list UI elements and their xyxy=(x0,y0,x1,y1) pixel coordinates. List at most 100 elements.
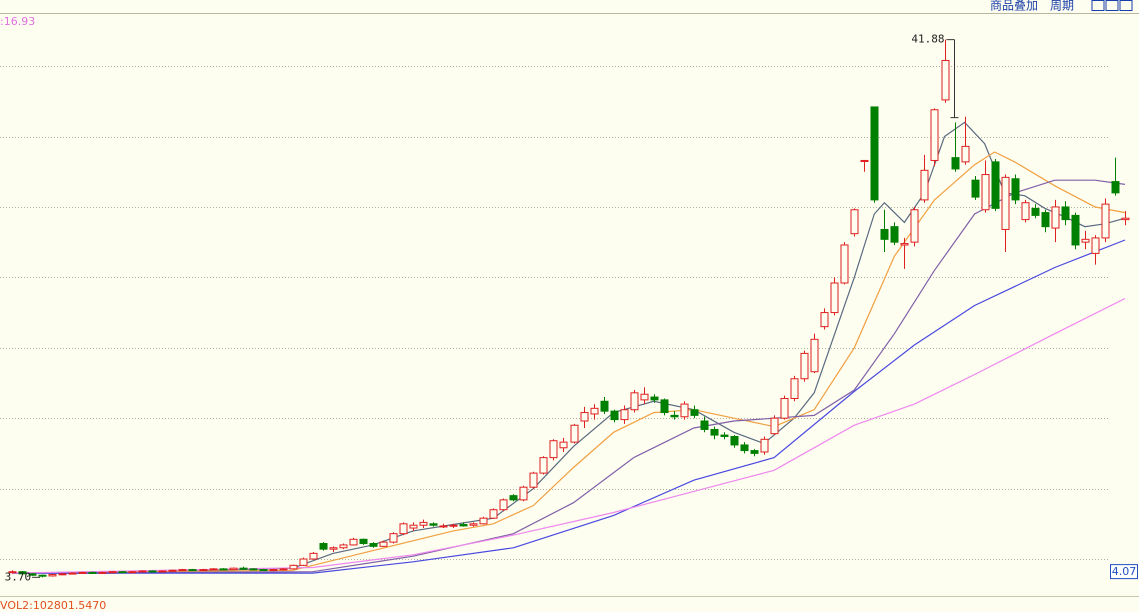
overlay-button[interactable]: 商品叠加 xyxy=(990,0,1038,13)
period-button[interactable]: 周期 xyxy=(1050,0,1074,13)
candle-body xyxy=(620,409,629,421)
candle-body xyxy=(991,161,1000,209)
candle-body xyxy=(399,523,408,535)
candle-body xyxy=(309,552,318,560)
candle-body xyxy=(981,174,990,211)
candle-body xyxy=(1001,176,1010,230)
candle-body xyxy=(1011,178,1020,201)
candle-body xyxy=(148,570,157,573)
candle-body xyxy=(850,209,859,235)
candle-body xyxy=(920,169,929,201)
candle-body xyxy=(910,209,919,243)
candle-body xyxy=(499,499,508,511)
candle-body xyxy=(690,409,699,416)
candle-body xyxy=(158,570,167,573)
candle-body xyxy=(810,338,819,373)
candle-body xyxy=(650,396,659,401)
candle-body xyxy=(1041,212,1050,228)
candle-body xyxy=(339,544,348,549)
candle-body xyxy=(961,145,970,163)
candle-body xyxy=(459,524,468,527)
price-box xyxy=(1110,564,1138,580)
candle-body xyxy=(38,574,47,577)
candle-body xyxy=(98,571,107,574)
candle-body xyxy=(860,159,869,162)
candle-body xyxy=(890,226,899,243)
candle-body xyxy=(941,59,950,101)
candle-body xyxy=(279,568,288,571)
candle-body xyxy=(389,533,398,543)
candle-body xyxy=(880,228,889,240)
candle-body xyxy=(48,574,57,577)
candle-body xyxy=(78,571,87,574)
candle-body xyxy=(730,435,739,446)
candle-body xyxy=(229,567,238,571)
candle-body xyxy=(720,434,729,437)
candle-body xyxy=(790,378,799,399)
candle-body xyxy=(1021,202,1030,221)
candle-body xyxy=(209,568,218,571)
candle-body xyxy=(68,572,77,575)
candle-body xyxy=(128,571,137,574)
candle-body xyxy=(58,573,67,576)
candle-body xyxy=(600,400,609,412)
candle-body xyxy=(88,571,97,574)
candle-body xyxy=(740,444,749,452)
candle-body xyxy=(529,472,538,488)
candle-body xyxy=(118,571,127,574)
price-box-label: 4.07 xyxy=(1112,565,1137,578)
candle-body xyxy=(700,420,709,430)
candle-body xyxy=(319,543,328,550)
candle-body xyxy=(429,523,438,526)
candle-body xyxy=(188,569,197,572)
candle-body xyxy=(409,524,418,529)
candle-body xyxy=(509,495,518,501)
candle-body xyxy=(369,543,378,547)
candle-body xyxy=(590,407,599,415)
min-label: 3.70 xyxy=(5,570,32,583)
candle-body xyxy=(971,179,980,198)
candle-body xyxy=(419,521,428,526)
candle-body xyxy=(780,397,789,419)
candle-body xyxy=(259,569,268,572)
zoom-buttons[interactable] xyxy=(1091,0,1133,11)
ma-line xyxy=(12,239,1126,574)
candle-body xyxy=(1071,214,1080,246)
candle-body xyxy=(870,106,879,201)
candle-body xyxy=(951,157,960,170)
candle-body xyxy=(178,569,187,572)
candle-body xyxy=(610,410,619,421)
candle-body xyxy=(439,525,448,528)
candle-body xyxy=(770,417,779,435)
candle-body xyxy=(549,440,558,459)
candle-body xyxy=(199,569,208,572)
candle-body xyxy=(640,393,649,401)
candle-body xyxy=(750,450,759,454)
candle-body xyxy=(519,486,528,501)
candle-body xyxy=(660,399,669,414)
candle-body xyxy=(670,414,679,418)
candle-body xyxy=(760,438,769,453)
candle-body xyxy=(820,312,829,328)
candle-body xyxy=(900,243,909,246)
candle-body xyxy=(108,571,117,574)
candle-body xyxy=(168,569,177,572)
max-label: 41.88 xyxy=(911,33,944,46)
candle-body xyxy=(249,568,258,571)
candle-body xyxy=(1101,203,1110,239)
candle-body xyxy=(349,538,358,546)
candle-body xyxy=(580,412,589,422)
candle-body xyxy=(479,517,488,525)
candle-body xyxy=(379,541,388,547)
candle-body xyxy=(28,573,37,576)
candle-body xyxy=(559,441,568,449)
candle-body xyxy=(570,424,579,443)
candle-body xyxy=(269,569,278,572)
candle-body xyxy=(930,109,939,161)
candle-body xyxy=(239,567,248,570)
candle-body xyxy=(539,457,548,474)
candle-body xyxy=(1091,237,1100,254)
candle-body xyxy=(680,403,689,418)
